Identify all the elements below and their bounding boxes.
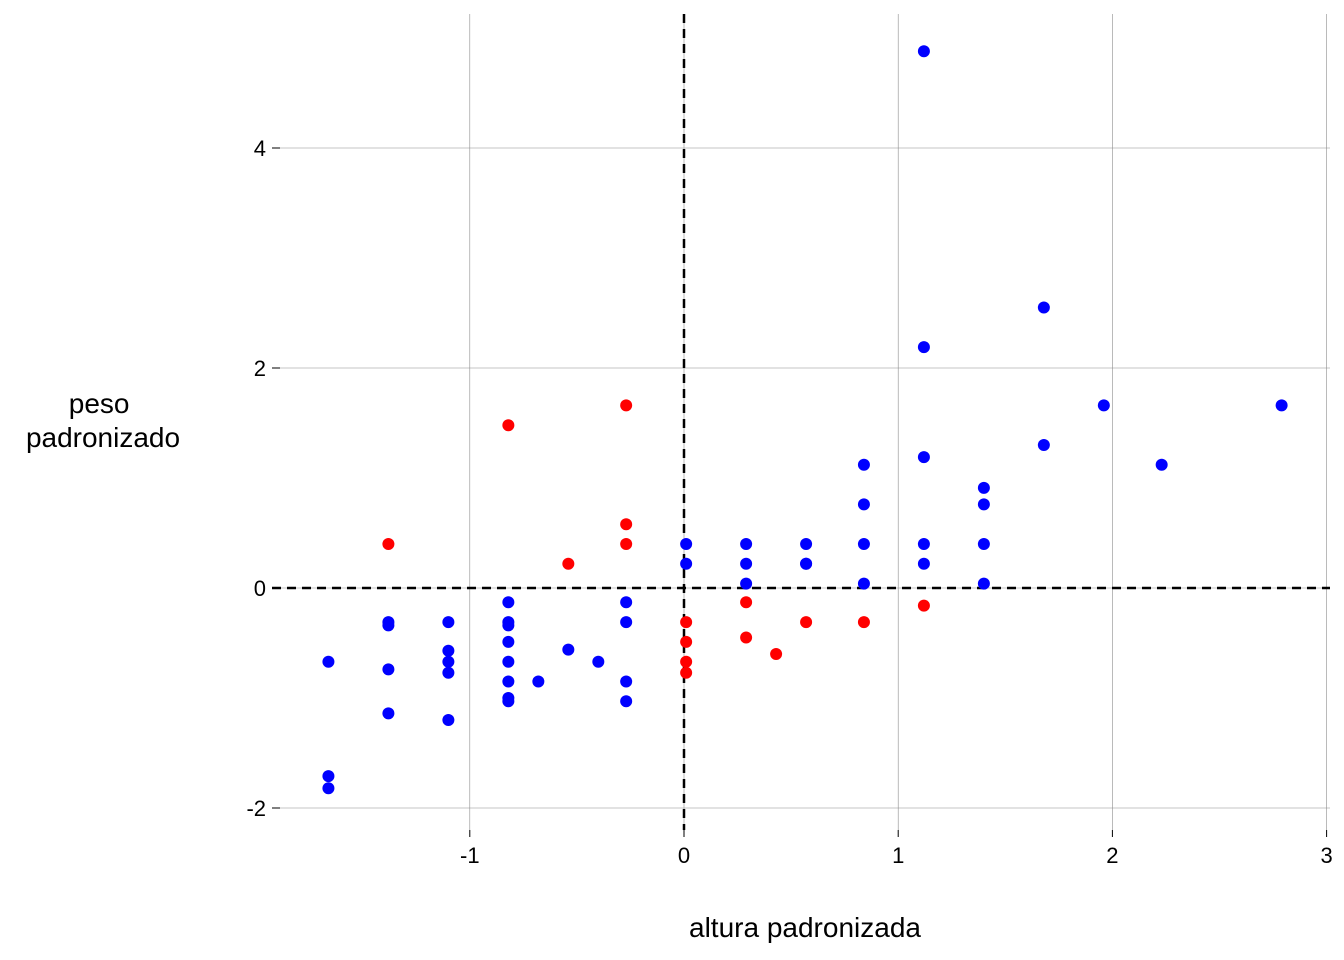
blue-data-point	[800, 557, 813, 570]
grid	[272, 14, 1330, 830]
blue-data-point	[322, 770, 335, 783]
y-axis-title-line-1: peso	[69, 388, 130, 419]
blue-data-point	[977, 498, 990, 511]
blue-data-point	[442, 616, 455, 629]
red-data-point	[917, 599, 930, 612]
red-data-point	[740, 596, 753, 609]
blue-data-point	[620, 596, 633, 609]
blue-data-point	[740, 538, 753, 550]
red-data-point	[502, 419, 515, 432]
red-data-point	[800, 616, 813, 629]
blue-data-point	[917, 538, 930, 550]
red-data-point	[680, 655, 693, 668]
red-data-point	[680, 666, 693, 679]
blue-data-point	[917, 451, 930, 464]
reference-lines	[272, 14, 1330, 830]
red-data-point	[620, 518, 633, 531]
blue-data-point	[382, 663, 395, 676]
x-tick-label: -1	[460, 843, 480, 868]
red-data-point	[620, 399, 633, 412]
blue-data-point	[1037, 301, 1050, 314]
blue-data-point	[442, 666, 455, 679]
blue-data-point	[680, 557, 693, 570]
x-tick-label: 1	[892, 843, 904, 868]
x-axis-title: altura padronizada	[689, 912, 921, 943]
blue-data-point	[442, 655, 455, 668]
blue-data-point	[620, 675, 633, 688]
blue-data-point	[977, 538, 990, 550]
blue-data-point	[532, 675, 545, 688]
red-data-point	[770, 648, 783, 660]
red-data-point	[680, 635, 693, 648]
blue-data-point	[917, 557, 930, 570]
blue-data-point	[977, 577, 990, 590]
red-data-point	[857, 616, 870, 629]
blue-data-point	[917, 45, 930, 58]
blue-data-point	[620, 616, 633, 629]
red-data-point	[562, 557, 575, 570]
y-axis: -2 0 2 4	[246, 136, 280, 821]
y-tick-label: 2	[254, 356, 266, 381]
red-data-point	[382, 538, 395, 550]
blue-data-point	[322, 655, 335, 668]
blue-data-point	[1275, 399, 1288, 412]
blue-data-point	[1037, 439, 1050, 451]
red-data-point	[620, 538, 633, 550]
blue-data-point	[502, 655, 515, 668]
blue-data-point	[800, 538, 813, 550]
red-data-point	[740, 631, 753, 644]
blue-data-point	[917, 341, 930, 354]
blue-data-point	[442, 714, 455, 726]
x-tick-label: 2	[1106, 843, 1118, 868]
y-axis-title: peso padronizado	[26, 388, 180, 453]
blue-data-point	[857, 538, 870, 550]
x-axis: -1 0 1 2 3	[460, 830, 1333, 868]
blue-data-point	[977, 481, 990, 494]
red-data-point	[680, 616, 693, 629]
blue-data-point	[502, 596, 515, 609]
y-tick-label: -2	[246, 796, 266, 821]
blue-data-point	[382, 707, 395, 720]
x-tick-label: 3	[1320, 843, 1332, 868]
data-points	[322, 45, 1288, 795]
blue-data-point	[740, 557, 753, 570]
blue-data-point	[680, 538, 693, 550]
blue-data-point	[857, 577, 870, 590]
blue-data-point	[382, 619, 395, 632]
y-axis-title-line-2: padronizado	[26, 422, 180, 453]
blue-data-point	[502, 695, 515, 708]
blue-data-point	[1155, 458, 1168, 471]
y-tick-label: 4	[254, 136, 266, 161]
blue-data-point	[562, 643, 575, 656]
blue-data-point	[502, 675, 515, 688]
blue-data-point	[322, 782, 335, 795]
blue-data-point	[1097, 399, 1110, 412]
blue-data-point	[502, 619, 515, 632]
blue-data-point	[740, 577, 753, 590]
x-tick-label: 0	[678, 843, 690, 868]
blue-data-point	[442, 644, 455, 657]
blue-data-point	[857, 498, 870, 511]
blue-data-point	[502, 635, 515, 648]
y-tick-label: 0	[254, 576, 266, 601]
blue-data-point	[620, 695, 633, 708]
blue-data-point	[592, 655, 605, 668]
blue-data-point	[857, 458, 870, 471]
